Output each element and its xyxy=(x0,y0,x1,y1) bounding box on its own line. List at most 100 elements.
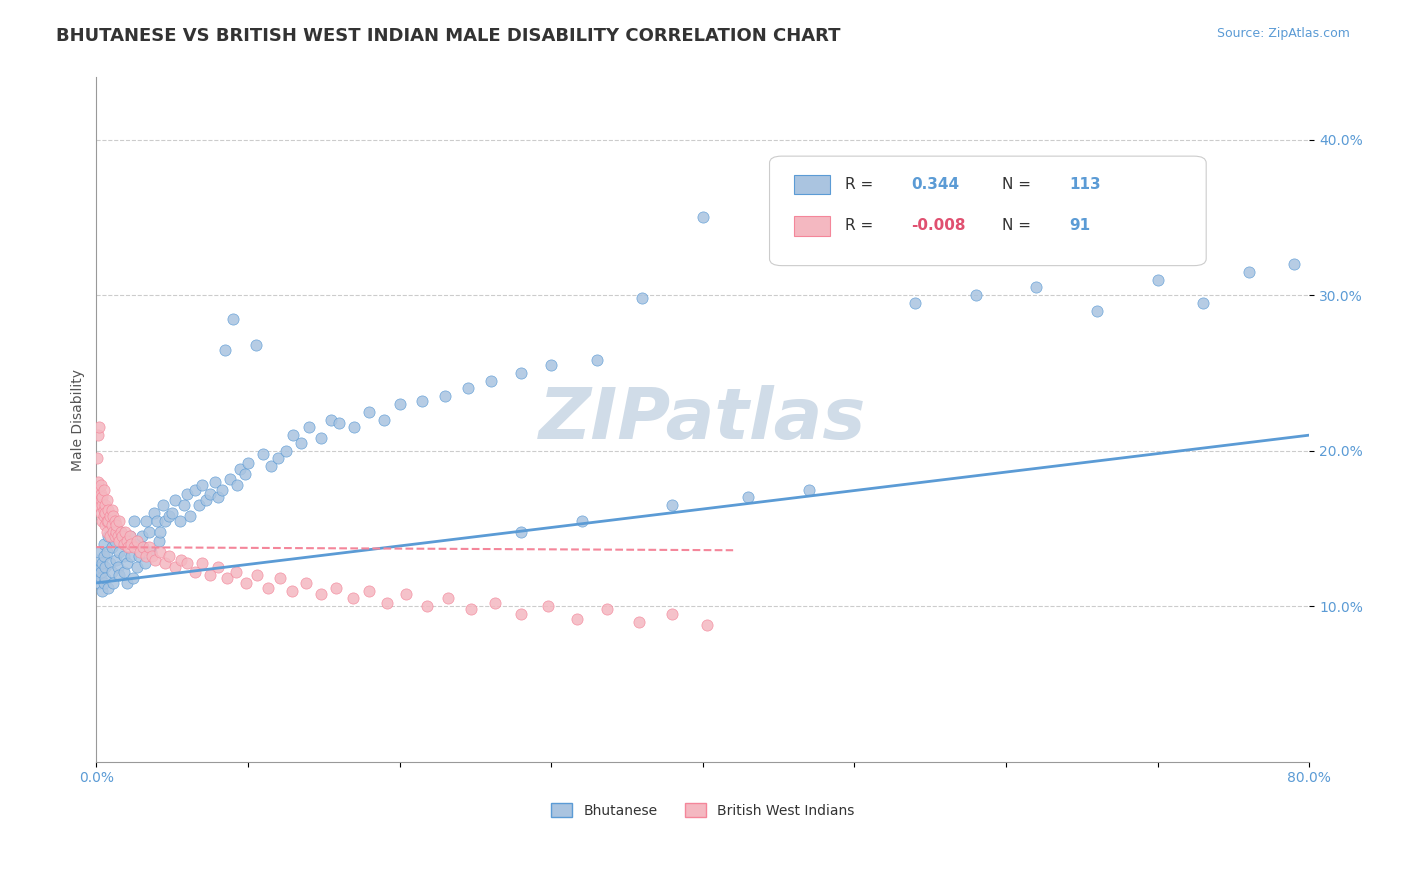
Point xyxy=(121,571,143,585)
Bar xyxy=(794,217,830,235)
Point xyxy=(696,618,718,632)
Point xyxy=(129,545,152,559)
Point xyxy=(93,483,115,497)
Point xyxy=(103,514,125,528)
Point xyxy=(134,556,156,570)
Point xyxy=(120,537,142,551)
Point xyxy=(91,583,114,598)
Point xyxy=(127,533,149,548)
Text: R =: R = xyxy=(845,219,877,234)
Point xyxy=(179,508,201,523)
Point xyxy=(135,514,157,528)
Point xyxy=(101,508,124,523)
Point xyxy=(1085,303,1108,318)
Point xyxy=(114,537,136,551)
Point xyxy=(236,456,259,470)
Point xyxy=(844,156,866,170)
Point xyxy=(93,549,115,564)
Point xyxy=(91,491,114,505)
Point xyxy=(235,575,257,590)
FancyBboxPatch shape xyxy=(769,156,1206,266)
Point xyxy=(321,412,343,426)
Point xyxy=(107,560,129,574)
Point xyxy=(411,393,433,408)
Point xyxy=(585,353,607,368)
Point xyxy=(145,552,167,566)
Point xyxy=(198,487,221,501)
Point xyxy=(434,389,457,403)
Point xyxy=(91,514,114,528)
Point xyxy=(96,545,118,559)
Point xyxy=(90,478,112,492)
Text: Source: ZipAtlas.com: Source: ZipAtlas.com xyxy=(1216,27,1350,40)
Point xyxy=(105,552,128,566)
Point xyxy=(87,428,110,442)
Point xyxy=(100,565,122,579)
Point xyxy=(479,374,502,388)
Point xyxy=(94,571,117,585)
Point xyxy=(93,503,115,517)
Point xyxy=(245,338,267,352)
Point xyxy=(90,565,112,579)
Point xyxy=(226,478,249,492)
Point xyxy=(460,602,482,616)
Legend: Bhutanese, British West Indians: Bhutanese, British West Indians xyxy=(546,797,860,823)
Point xyxy=(108,514,131,528)
Point xyxy=(86,451,108,466)
Point xyxy=(157,508,180,523)
Point xyxy=(89,491,111,505)
Point xyxy=(97,514,120,528)
Point xyxy=(540,358,562,372)
Point xyxy=(359,583,381,598)
Point xyxy=(149,524,172,539)
Point xyxy=(87,483,110,497)
Point xyxy=(211,483,233,497)
Point xyxy=(737,491,759,505)
Point xyxy=(184,565,207,579)
Point xyxy=(90,560,112,574)
Point xyxy=(207,491,229,505)
Point xyxy=(165,560,187,574)
Point xyxy=(218,472,240,486)
Point xyxy=(184,483,207,497)
Point xyxy=(135,549,157,564)
Point xyxy=(114,524,136,539)
Point xyxy=(108,545,131,559)
Point xyxy=(115,533,138,548)
Point xyxy=(565,612,588,626)
Point xyxy=(90,487,112,501)
Point xyxy=(768,194,790,209)
Point xyxy=(437,591,460,606)
Point xyxy=(91,498,114,512)
Point xyxy=(309,431,332,445)
Point xyxy=(377,596,399,610)
Point xyxy=(191,478,214,492)
Point xyxy=(101,575,124,590)
Point xyxy=(108,568,131,582)
Point xyxy=(97,529,120,543)
Point xyxy=(661,607,683,621)
Point xyxy=(89,545,111,559)
Point xyxy=(96,514,118,528)
Point xyxy=(1282,257,1305,271)
Point xyxy=(191,556,214,570)
Point xyxy=(153,514,176,528)
Point xyxy=(509,607,531,621)
Point xyxy=(628,615,651,629)
Point xyxy=(1025,280,1047,294)
Point xyxy=(537,599,560,614)
Point xyxy=(294,575,316,590)
Point xyxy=(93,575,115,590)
Point xyxy=(97,503,120,517)
Point xyxy=(87,498,110,512)
Point xyxy=(343,420,366,434)
Point xyxy=(965,288,987,302)
Point xyxy=(165,493,187,508)
Bar xyxy=(794,176,830,194)
Point xyxy=(96,524,118,539)
Point xyxy=(153,556,176,570)
Point xyxy=(128,549,150,564)
Point xyxy=(120,549,142,564)
Point xyxy=(1237,265,1260,279)
Point xyxy=(97,581,120,595)
